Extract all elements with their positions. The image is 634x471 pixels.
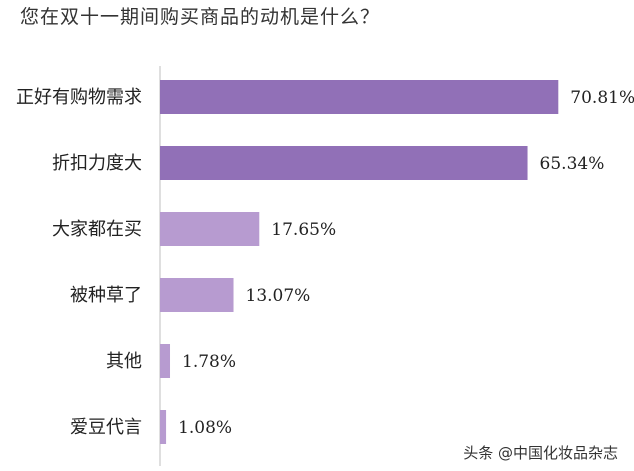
bar bbox=[160, 344, 171, 378]
category-label: 正好有购物需求 bbox=[16, 87, 142, 108]
watermark: 头条 @中国化妆品杂志 bbox=[463, 442, 618, 463]
bar bbox=[160, 410, 167, 444]
value-label: 70.81% bbox=[570, 88, 634, 108]
bar bbox=[160, 278, 234, 312]
chart-title: 您在双十一期间购买商品的动机是什么？ bbox=[20, 6, 381, 28]
value-label: 65.34% bbox=[540, 154, 605, 174]
value-label: 17.65% bbox=[271, 220, 336, 240]
value-label: 13.07% bbox=[246, 286, 311, 306]
bar bbox=[160, 80, 559, 114]
category-label: 爱豆代言 bbox=[70, 417, 142, 438]
value-label: 1.08% bbox=[178, 418, 232, 438]
bar bbox=[160, 212, 260, 246]
category-label: 其他 bbox=[106, 351, 142, 372]
category-label: 大家都在买 bbox=[52, 219, 142, 240]
value-label: 1.78% bbox=[182, 352, 236, 372]
watermark-text: 头条 @中国化妆品杂志 bbox=[463, 444, 618, 462]
bar bbox=[160, 146, 528, 180]
category-label: 折扣力度大 bbox=[52, 153, 142, 174]
category-label: 被种草了 bbox=[70, 285, 142, 306]
